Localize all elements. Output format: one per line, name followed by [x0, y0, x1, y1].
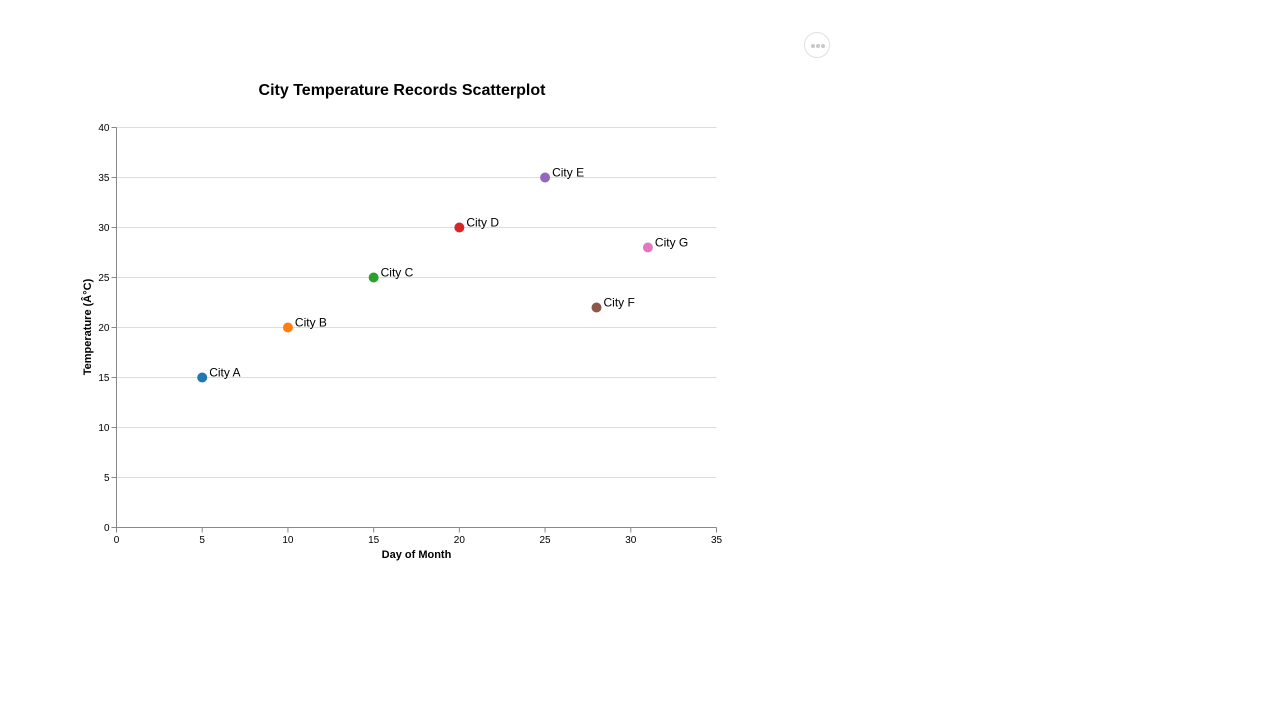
x-tick-label: 15 — [368, 535, 380, 546]
y-tick-label: 10 — [98, 423, 110, 434]
gridlines — [116, 127, 717, 528]
x-tick-label: 10 — [282, 535, 294, 546]
y-tick-label: 30 — [98, 223, 110, 234]
data-point — [454, 222, 465, 233]
point-label: City D — [466, 216, 499, 230]
data-point — [282, 322, 293, 333]
x-tick-label: 25 — [540, 535, 552, 546]
y-tick-label: 40 — [98, 123, 110, 134]
x-tick-label: 30 — [625, 535, 637, 546]
x-tick-label: 0 — [114, 535, 120, 546]
y-tick-label: 15 — [98, 373, 110, 384]
y-axis-title: Temperature (Â°C) — [81, 278, 94, 375]
data-points: City A City B City C City D City E City F City… — [197, 166, 688, 383]
ellipsis-icon-dot — [816, 44, 820, 48]
y-tick-label: 5 — [104, 473, 110, 484]
data-point — [591, 302, 602, 313]
actions-menu-button[interactable] — [804, 32, 830, 58]
y-tick-label: 25 — [98, 273, 110, 284]
chart-title: City Temperature Records Scatterplot — [259, 82, 547, 99]
x-tick-label: 20 — [454, 535, 466, 546]
ellipsis-icon — [811, 44, 815, 48]
axes: 0 5 10 15 20 25 30 35 40 0 5 10 15 20 25 30 35 — [98, 123, 722, 546]
point-label: City G — [655, 236, 688, 250]
x-tick-label: 5 — [199, 535, 205, 546]
y-tick-label: 35 — [98, 173, 110, 184]
data-point — [540, 172, 551, 183]
y-tick-label: 20 — [98, 323, 110, 334]
data-point — [642, 242, 653, 253]
ellipsis-icon-dot — [821, 44, 825, 48]
point-label: City B — [295, 316, 327, 330]
data-point — [368, 272, 379, 283]
point-label: City F — [604, 296, 635, 310]
data-point — [197, 372, 208, 383]
point-label: City E — [552, 166, 584, 180]
y-tick-label: 0 — [104, 523, 110, 534]
x-axis-title: Day of Month — [382, 549, 452, 561]
point-label: City A — [209, 366, 240, 380]
x-tick-label: 35 — [711, 535, 723, 546]
point-label: City C — [381, 266, 414, 280]
